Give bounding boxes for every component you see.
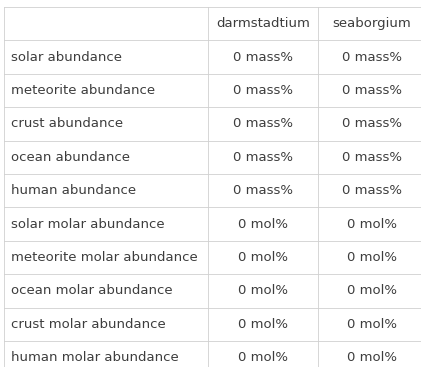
Text: 0 mol%: 0 mol% [238, 251, 288, 264]
Text: 0 mol%: 0 mol% [346, 284, 397, 297]
Text: 0 mol%: 0 mol% [238, 351, 288, 364]
Text: 0 mol%: 0 mol% [238, 218, 288, 230]
Text: meteorite molar abundance: meteorite molar abundance [11, 251, 197, 264]
Text: 0 mass%: 0 mass% [341, 151, 402, 164]
Text: human abundance: human abundance [11, 184, 136, 197]
Text: 0 mass%: 0 mass% [341, 184, 402, 197]
Text: crust abundance: crust abundance [11, 117, 123, 130]
Text: 0 mass%: 0 mass% [233, 184, 293, 197]
Text: 0 mol%: 0 mol% [346, 351, 397, 364]
Text: 0 mass%: 0 mass% [233, 117, 293, 130]
Text: human molar abundance: human molar abundance [11, 351, 178, 364]
Text: 0 mass%: 0 mass% [233, 151, 293, 164]
Text: 0 mol%: 0 mol% [346, 218, 397, 230]
Text: 0 mol%: 0 mol% [346, 318, 397, 331]
Text: ocean abundance: ocean abundance [11, 151, 130, 164]
Text: solar abundance: solar abundance [11, 51, 122, 63]
Text: seaborgium: seaborgium [332, 17, 411, 30]
Text: 0 mass%: 0 mass% [341, 117, 402, 130]
Text: ocean molar abundance: ocean molar abundance [11, 284, 172, 297]
Text: 0 mol%: 0 mol% [346, 251, 397, 264]
Text: 0 mass%: 0 mass% [341, 51, 402, 63]
Text: solar molar abundance: solar molar abundance [11, 218, 164, 230]
Text: 0 mol%: 0 mol% [238, 284, 288, 297]
Text: 0 mass%: 0 mass% [341, 84, 402, 97]
Text: 0 mass%: 0 mass% [233, 84, 293, 97]
Text: meteorite abundance: meteorite abundance [11, 84, 155, 97]
Text: darmstadtium: darmstadtium [216, 17, 310, 30]
Text: 0 mass%: 0 mass% [233, 51, 293, 63]
Text: 0 mol%: 0 mol% [238, 318, 288, 331]
Text: crust molar abundance: crust molar abundance [11, 318, 165, 331]
